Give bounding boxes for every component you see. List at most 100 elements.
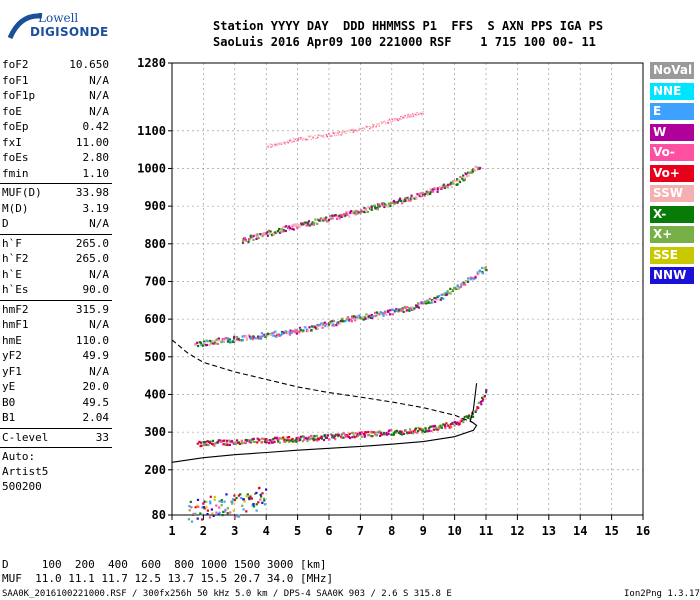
echo-point (278, 228, 281, 231)
y-tick-label: 400 (144, 387, 166, 401)
echo-point (197, 344, 200, 348)
echo-point (354, 209, 357, 213)
echo-point (284, 141, 286, 143)
echo-point (205, 443, 208, 446)
echo-point (333, 436, 336, 439)
echo-point (389, 204, 392, 208)
echo-point (194, 512, 197, 515)
echo-point (359, 433, 362, 436)
echo-point (235, 497, 238, 500)
echo-point (304, 138, 306, 140)
x-tick-label: 6 (325, 524, 332, 538)
echo-point (252, 503, 255, 506)
echo-point (314, 134, 316, 137)
echo-point (382, 314, 385, 317)
echo-point (382, 121, 384, 123)
echo-point (305, 224, 308, 227)
echo-point (332, 132, 334, 134)
echo-point (297, 224, 300, 227)
echo-point (242, 498, 245, 501)
echo-point (467, 280, 470, 283)
echo-point (336, 217, 339, 220)
y-tick-label: 1280 (137, 56, 166, 70)
echo-point (390, 121, 392, 123)
echo-point (318, 323, 321, 326)
echo-point (288, 225, 291, 228)
echo-point (410, 114, 412, 116)
echo-point (195, 343, 198, 346)
echo-point (462, 421, 465, 424)
param-value: N/A (89, 89, 109, 102)
echo-point (313, 222, 316, 225)
echo-point (218, 511, 221, 514)
echo-point (210, 342, 213, 345)
echo-point (263, 499, 266, 502)
echo-point (311, 325, 314, 328)
echo-point (435, 428, 438, 431)
x-tick-label: 1 (168, 524, 175, 538)
echo-point (432, 300, 435, 303)
echo-point (260, 495, 263, 498)
echo-point (196, 517, 199, 520)
echo-point (296, 226, 299, 229)
echo-point (297, 436, 300, 439)
echo-point (410, 194, 413, 197)
echo-point (378, 122, 380, 125)
echo-point (360, 435, 363, 438)
echo-point (362, 127, 364, 129)
echo-point (347, 435, 350, 438)
echo-point (218, 339, 221, 342)
echo-point (340, 433, 343, 436)
echo-point (269, 143, 272, 145)
echo-point (412, 115, 415, 117)
echo-point (344, 214, 347, 217)
echo-point (427, 193, 430, 196)
echo-point (262, 437, 266, 440)
echo-point (241, 241, 245, 244)
echo-point (481, 266, 484, 269)
echo-point (344, 435, 347, 438)
echo-point (465, 280, 468, 283)
legend-item: Vo+ (650, 164, 694, 182)
param-value: 1.10 (82, 166, 110, 180)
echo-point (323, 136, 325, 138)
echo-point (363, 211, 366, 214)
echo-point (294, 223, 297, 226)
echo-point (282, 226, 285, 229)
echo-point (214, 339, 217, 342)
echo-point (321, 326, 324, 329)
param-row: hmE 110.0 (0, 334, 112, 350)
echo-point (188, 505, 191, 508)
echo-point (298, 326, 302, 329)
param-row: yE 20.0 (0, 380, 112, 396)
echo-point (430, 429, 433, 433)
echo-point (262, 334, 265, 337)
echo-point (441, 184, 444, 187)
echo-point (402, 310, 405, 313)
echo-point (308, 136, 310, 138)
echo-point (238, 442, 241, 445)
echo-point (423, 193, 427, 196)
echo-point (468, 415, 471, 418)
echo-point (407, 199, 410, 202)
echo-point (398, 309, 401, 312)
echo-point (216, 338, 219, 341)
param-name: hmF2 (2, 302, 29, 316)
echo-point (443, 423, 446, 427)
echo-point (381, 122, 383, 124)
echo-point (404, 196, 408, 200)
echo-point (267, 229, 271, 232)
x-tick-label: 8 (388, 524, 395, 538)
echo-point (259, 335, 262, 338)
echo-point (385, 431, 389, 434)
echo-point (448, 424, 452, 427)
echo-point (436, 298, 439, 301)
echo-point (351, 128, 353, 131)
echo-point (344, 433, 347, 436)
echo-point (246, 493, 249, 496)
echo-point (409, 115, 411, 117)
y-tick-label: 1100 (137, 124, 166, 138)
echo-point (275, 335, 278, 338)
echo-point (240, 439, 243, 442)
echo-point (349, 129, 351, 131)
